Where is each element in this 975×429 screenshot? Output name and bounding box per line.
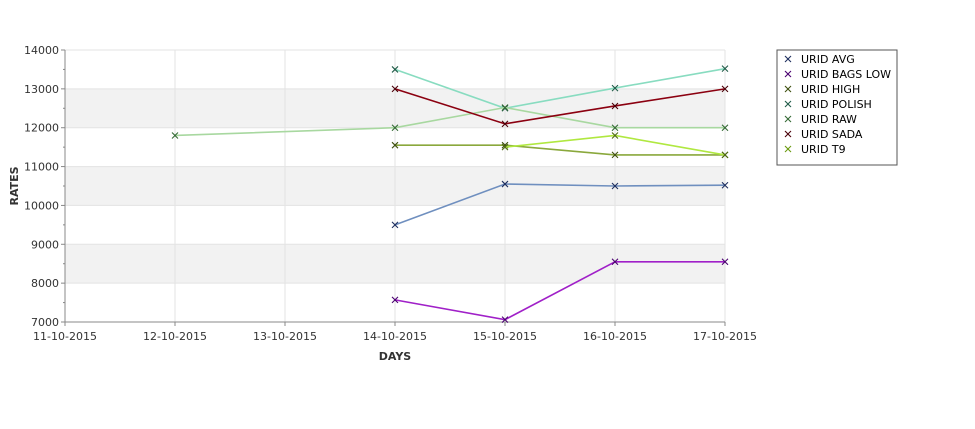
series-urid-raw (171, 104, 729, 139)
series-line-urid-avg (394, 183, 726, 226)
y-tick-label: 13000 (24, 83, 59, 96)
data-point (391, 296, 399, 304)
legend-marker (784, 115, 792, 123)
data-point (501, 180, 509, 188)
x-tick-label: 11-10-2015 (33, 330, 97, 343)
series-urid-avg (391, 180, 729, 229)
legend-box (776, 49, 898, 166)
legend-item: URID SADA (784, 128, 863, 141)
data-point (391, 66, 399, 73)
series-urid-high (391, 141, 729, 159)
x-tick-label: 15-10-2015 (473, 330, 537, 343)
data-point (501, 316, 509, 324)
data-point (501, 104, 509, 111)
y-tick-label: 14000 (24, 44, 59, 57)
data-point (391, 221, 399, 229)
axes (61, 49, 726, 326)
series-line-urid-bags-low (394, 260, 725, 321)
data-point (611, 102, 619, 110)
legend-marker (784, 130, 792, 138)
series-urid-t9 (501, 132, 729, 159)
data-point (501, 143, 509, 151)
data-point (611, 124, 619, 132)
data-point (391, 85, 399, 93)
data-point (611, 182, 619, 190)
y-tick-label: 12000 (24, 122, 59, 135)
y-tick-label: 9000 (31, 238, 59, 251)
legend-label: URID AVG (801, 53, 855, 66)
x-axis-title: DAYS (379, 350, 412, 363)
legend-label: URID POLISH (801, 98, 872, 111)
legend-marker (784, 70, 792, 78)
legend-label: URID BAGS LOW (801, 68, 891, 81)
series-line-urid-polish (394, 67, 726, 110)
legend-item: URID AVG (784, 53, 855, 66)
data-point (171, 132, 179, 139)
y-tick-label: 10000 (24, 199, 59, 212)
data-point (721, 151, 729, 159)
x-tick-labels: 11-10-2015 12-10-2015 13-10-2015 14-10-2015… (33, 330, 757, 343)
legend-item: URID BAGS LOW (784, 68, 891, 81)
y-tick-label: 11000 (24, 161, 59, 174)
x-tick-label: 14-10-2015 (363, 330, 427, 343)
series-line-urid-sada (394, 88, 726, 125)
legend-item: URID RAW (784, 113, 857, 126)
y-axis-title: RATES (8, 166, 21, 205)
series-urid-sada (391, 85, 729, 128)
data-point (721, 65, 729, 73)
y-tick-labels: 7000 8000 9000 10000 11000 12000 13000 14000 (24, 44, 59, 329)
x-tick-label: 16-10-2015 (583, 330, 647, 343)
legend-label: URID RAW (801, 113, 857, 126)
data-point (721, 85, 729, 93)
legend-item: URID HIGH (784, 83, 860, 96)
x-tick-label: 12-10-2015 (143, 330, 207, 343)
legend-label: URID T9 (801, 143, 846, 156)
data-point (721, 258, 729, 266)
series-line-urid-high (395, 144, 725, 156)
series-layer (171, 65, 729, 324)
y-tick-label: 7000 (31, 316, 59, 329)
legend-marker (784, 145, 792, 153)
legend-item: URID POLISH (784, 98, 872, 111)
data-point (611, 132, 619, 139)
legend-label: URID HIGH (801, 83, 860, 96)
legend-marker (784, 100, 792, 108)
data-point (611, 258, 619, 266)
x-tick-label: 13-10-2015 (253, 330, 317, 343)
legend-item: URID T9 (784, 143, 846, 156)
x-tick-label: 17-10-2015 (693, 330, 757, 343)
legend-marker (784, 85, 792, 93)
data-point (391, 124, 399, 132)
data-point (611, 84, 619, 92)
data-point (611, 151, 619, 159)
legend-label: URID SADA (801, 128, 863, 141)
data-point (501, 120, 509, 128)
legend: URID AVG URID BAGS LOW URID HIGH URID POLIS… (776, 49, 898, 166)
data-point (391, 141, 399, 149)
legend-marker (784, 55, 792, 63)
series-urid-bags-low (391, 258, 729, 324)
data-point (721, 181, 729, 189)
data-point (721, 124, 729, 132)
y-tick-label: 8000 (31, 277, 59, 290)
